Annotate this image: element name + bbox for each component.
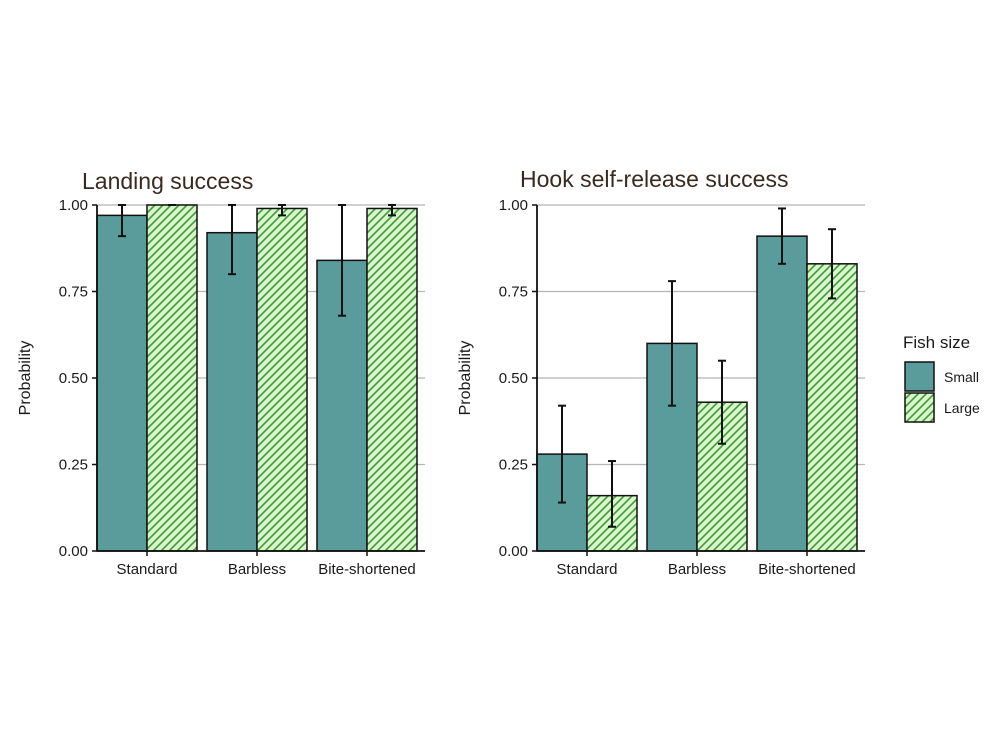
legend-title: Fish size xyxy=(903,333,970,352)
error-bar-large-bite-shortened xyxy=(828,228,836,300)
bar-large-bite-shortened xyxy=(806,263,858,552)
x-tick-label: Standard xyxy=(557,561,618,578)
error-bar-small-standard xyxy=(558,404,566,504)
bar-small-bite-shortened xyxy=(756,235,808,552)
y-tick-label: 0.75 xyxy=(59,284,88,301)
x-tick-label: Bite-shortened xyxy=(758,561,856,578)
chart-title: Landing success xyxy=(82,168,253,194)
chart-panel-2: Standard Barbless Bite-shortened 0.00 0.25 0.… xyxy=(457,166,865,578)
bar-large-barbless xyxy=(256,207,308,552)
error-bar-large-barbless xyxy=(718,359,726,445)
y-tick-label: 0.50 xyxy=(59,370,88,387)
error-bar-small-standard xyxy=(118,204,126,238)
error-bar-large-standard xyxy=(608,460,616,528)
error-bar-small-bite-shortened xyxy=(338,204,346,317)
error-bar-small-bite-shortened xyxy=(778,207,786,265)
bar-large-standard xyxy=(146,204,198,552)
y-tick-label: 0.25 xyxy=(59,457,88,474)
y-tick-label: 1.00 xyxy=(499,197,528,214)
bar-small-barbless xyxy=(206,231,258,552)
bar-large-bite-shortened xyxy=(366,207,418,552)
chart-panel-1: Standard Barbless Bite-shortened 0.00 0.25 0.… xyxy=(17,168,425,578)
x-tick-label: Bite-shortened xyxy=(318,561,416,578)
y-tick-label: 0.75 xyxy=(499,284,528,301)
y-tick-label: 0.50 xyxy=(499,370,528,387)
error-bar-large-barbless xyxy=(278,204,286,217)
legend-swatch-small xyxy=(904,361,935,392)
error-bar-large-bite-shortened xyxy=(388,204,396,217)
error-bar-small-barbless xyxy=(228,204,236,276)
y-tick-label: 0.00 xyxy=(59,543,88,560)
legend: Fish size Small Large xyxy=(903,333,980,423)
y-tick-label: 0.00 xyxy=(499,543,528,560)
bar-small-standard xyxy=(96,214,148,552)
y-axis-label: Probability xyxy=(457,341,474,416)
x-tick-label: Barbless xyxy=(668,561,726,578)
y-tick-label: 0.25 xyxy=(499,457,528,474)
y-tick-label: 1.00 xyxy=(59,197,88,214)
y-axis-label: Probability xyxy=(17,341,34,416)
error-bar-small-barbless xyxy=(668,280,676,407)
x-tick-label: Barbless xyxy=(228,561,286,578)
chart-title: Hook self-release success xyxy=(520,166,788,192)
legend-label-large: Large xyxy=(944,400,980,416)
x-tick-label: Standard xyxy=(117,561,178,578)
legend-swatch-large xyxy=(904,392,935,423)
legend-label-small: Small xyxy=(944,369,979,385)
